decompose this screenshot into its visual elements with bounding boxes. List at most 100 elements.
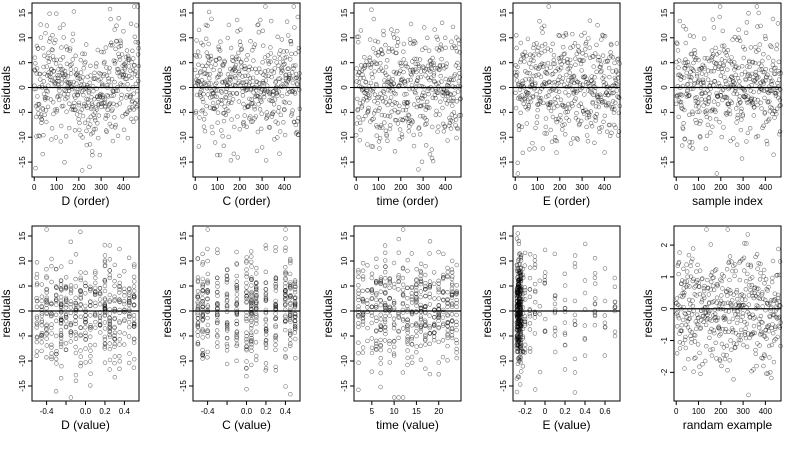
- data-point: [733, 65, 738, 70]
- data-point: [514, 236, 520, 241]
- data-point: [365, 263, 370, 268]
- data-point: [235, 114, 240, 119]
- data-point: [758, 313, 764, 319]
- data-point: [106, 79, 111, 84]
- data-point: [716, 84, 721, 89]
- data-point: [251, 44, 257, 50]
- data-point: [514, 389, 520, 395]
- data-point: [678, 77, 683, 82]
- data-point: [55, 93, 61, 98]
- data-point: [758, 261, 763, 267]
- data-point: [288, 41, 294, 47]
- data-point: [354, 66, 359, 71]
- data-point: [360, 312, 366, 318]
- data-point: [778, 303, 783, 309]
- x-tick-label: 200: [553, 183, 567, 192]
- data-point: [760, 304, 765, 309]
- data-point: [51, 57, 57, 63]
- data-point: [725, 300, 731, 305]
- data-point: [209, 16, 214, 22]
- data-point: [573, 62, 578, 67]
- data-point: [209, 124, 215, 130]
- data-point: [739, 156, 745, 161]
- data-point: [53, 37, 58, 43]
- data-point: [552, 333, 557, 338]
- data-point: [39, 117, 44, 122]
- data-point: [427, 152, 433, 157]
- data-point: [753, 347, 758, 353]
- y-tick-label: -5: [179, 108, 188, 116]
- data-point: [97, 70, 102, 76]
- data-point: [755, 102, 760, 108]
- data-point: [369, 310, 374, 315]
- data-point: [533, 125, 538, 131]
- data-point: [88, 327, 93, 332]
- data-point: [249, 332, 254, 338]
- data-point: [517, 293, 523, 298]
- data-point: [86, 90, 92, 96]
- data-point: [518, 340, 524, 346]
- data-point: [120, 114, 125, 119]
- data-point: [272, 55, 277, 60]
- data-point: [401, 49, 406, 54]
- data-point: [711, 275, 716, 280]
- data-point: [83, 316, 88, 322]
- data-point: [206, 41, 211, 47]
- data-point: [356, 34, 361, 39]
- data-point: [276, 89, 281, 94]
- data-point: [515, 361, 521, 366]
- data-point: [451, 110, 457, 115]
- data-point: [713, 267, 719, 272]
- data-point: [78, 275, 83, 281]
- data-point: [60, 54, 66, 60]
- data-point: [594, 69, 599, 75]
- data-point: [356, 291, 361, 296]
- data-point: [453, 117, 459, 122]
- data-point: [371, 111, 377, 116]
- data-point: [734, 287, 740, 293]
- data-point: [546, 4, 551, 9]
- data-point: [436, 325, 441, 331]
- y-tick-label: 15: [18, 231, 27, 240]
- data-point: [754, 252, 760, 257]
- data-point: [678, 91, 684, 97]
- data-point: [259, 145, 265, 150]
- data-point: [107, 324, 112, 329]
- data-point: [756, 74, 761, 80]
- data-point: [410, 67, 415, 72]
- data-point: [757, 67, 762, 72]
- data-point: [107, 357, 113, 363]
- data-point: [68, 286, 74, 291]
- data-point: [374, 264, 379, 270]
- y-tick-label: 15: [660, 8, 669, 17]
- data-point: [213, 62, 218, 67]
- data-point: [775, 272, 780, 278]
- data-point: [44, 295, 49, 300]
- data-point: [609, 130, 614, 136]
- data-point: [442, 124, 448, 130]
- x-tick-label: 0: [513, 183, 518, 192]
- x-tick-label: 0.0: [80, 407, 92, 416]
- data-point: [356, 387, 361, 392]
- data-point: [57, 73, 62, 78]
- data-point: [548, 127, 553, 133]
- data-point: [704, 344, 709, 349]
- data-point: [528, 57, 534, 63]
- data-point: [677, 346, 683, 351]
- data-points: [354, 7, 463, 172]
- data-point: [720, 69, 725, 75]
- data-point: [422, 307, 428, 312]
- data-point: [542, 316, 548, 322]
- data-point: [572, 322, 578, 327]
- data-point: [582, 241, 588, 247]
- data-point: [107, 315, 112, 320]
- data-point: [405, 78, 411, 83]
- data-point: [407, 124, 412, 129]
- data-point: [79, 168, 85, 173]
- data-point: [396, 250, 401, 255]
- data-point: [396, 236, 401, 242]
- data-point: [358, 120, 363, 126]
- data-point: [205, 304, 210, 310]
- data-point: [532, 281, 538, 287]
- data-point: [360, 322, 366, 327]
